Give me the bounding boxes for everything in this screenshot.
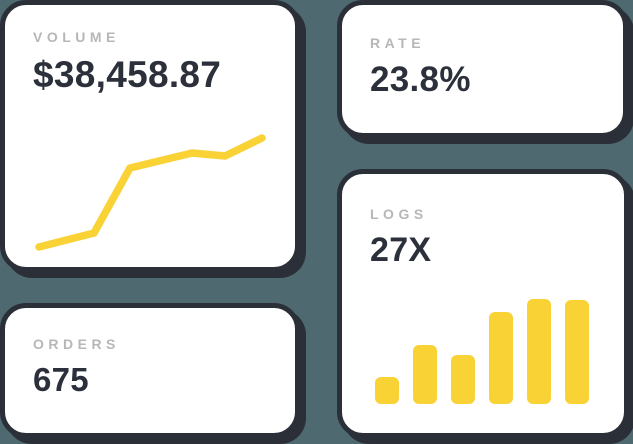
rate-value: 23.8% — [370, 60, 471, 99]
volume-line-chart — [35, 134, 266, 251]
bar — [565, 300, 589, 404]
volume-label: VOLUME — [33, 29, 120, 45]
logs-label: LOGS — [370, 206, 428, 222]
orders-label: ORDERS — [33, 336, 120, 352]
volume-card: VOLUME $38,458.87 — [0, 0, 300, 272]
logs-card: LOGS 27X — [337, 169, 629, 438]
volume-value: $38,458.87 — [33, 54, 222, 95]
logs-bar-chart — [375, 299, 589, 404]
bar — [489, 312, 513, 404]
bar — [527, 299, 551, 404]
rate-label: RATE — [370, 35, 426, 51]
orders-card: ORDERS 675 — [0, 303, 300, 438]
logs-value: 27X — [370, 231, 432, 269]
bar — [375, 377, 399, 404]
bar — [451, 355, 475, 404]
orders-value: 675 — [33, 361, 89, 398]
rate-card: RATE 23.8% — [337, 0, 628, 138]
bar — [413, 345, 437, 404]
